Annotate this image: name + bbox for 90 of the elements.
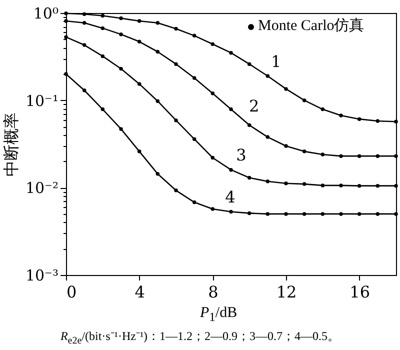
point bbox=[320, 107, 325, 112]
point bbox=[100, 14, 105, 18]
point bbox=[119, 16, 123, 20]
point bbox=[266, 180, 270, 184]
point bbox=[320, 152, 325, 156]
point bbox=[266, 135, 270, 139]
point bbox=[174, 26, 178, 31]
point bbox=[137, 40, 142, 44]
point bbox=[247, 62, 252, 66]
point bbox=[119, 32, 123, 36]
point bbox=[64, 12, 68, 16]
point bbox=[302, 98, 306, 102]
point bbox=[284, 182, 288, 186]
point bbox=[394, 154, 398, 158]
point bbox=[156, 50, 160, 54]
annotation: 4 bbox=[225, 188, 236, 207]
point bbox=[266, 212, 270, 216]
point bbox=[210, 207, 215, 211]
point bbox=[192, 34, 196, 38]
point bbox=[100, 107, 105, 112]
point bbox=[302, 182, 306, 186]
point bbox=[302, 150, 306, 154]
point bbox=[376, 212, 380, 216]
point bbox=[284, 212, 288, 216]
x-tick-label: 12 bbox=[276, 282, 297, 302]
point bbox=[174, 62, 178, 66]
point bbox=[339, 114, 343, 118]
point bbox=[247, 123, 252, 128]
point bbox=[210, 156, 215, 160]
y-tick-label: 10⁻² bbox=[25, 179, 58, 198]
point bbox=[339, 154, 343, 158]
y-tick-label: 10⁻¹ bbox=[25, 92, 58, 110]
point bbox=[192, 76, 196, 80]
x-tick-label: 8 bbox=[208, 282, 218, 302]
point bbox=[82, 21, 86, 25]
annotation: Monte Carlo仿真 bbox=[258, 18, 364, 34]
point bbox=[266, 74, 270, 78]
point bbox=[229, 107, 233, 112]
point bbox=[229, 168, 233, 172]
point bbox=[137, 82, 142, 86]
point bbox=[357, 117, 362, 121]
point bbox=[376, 184, 380, 188]
point bbox=[247, 211, 252, 216]
point bbox=[82, 43, 86, 47]
point bbox=[192, 200, 196, 204]
point bbox=[320, 184, 325, 188]
point bbox=[339, 184, 343, 188]
point bbox=[210, 92, 215, 96]
y-tick-label: 10⁻³ bbox=[25, 266, 58, 284]
point bbox=[357, 154, 362, 158]
x-tick-label: 0 bbox=[66, 282, 77, 302]
point bbox=[247, 176, 252, 180]
point bbox=[284, 87, 288, 91]
point bbox=[156, 172, 160, 176]
annotation: 2 bbox=[249, 96, 260, 116]
point bbox=[156, 21, 160, 25]
text: R$_{e2e}$/(bit·s⁻¹·Hz⁻¹)：1—1.2；2—0.9；3—0.7；4—0.5。 bbox=[59, 328, 341, 348]
point bbox=[394, 212, 398, 216]
point bbox=[156, 99, 160, 103]
point bbox=[210, 42, 215, 46]
point bbox=[339, 212, 343, 216]
point bbox=[100, 26, 105, 30]
point bbox=[82, 88, 86, 92]
point bbox=[357, 184, 362, 188]
point bbox=[119, 66, 123, 71]
point bbox=[119, 127, 123, 131]
point bbox=[394, 120, 398, 124]
point bbox=[320, 212, 325, 216]
point bbox=[229, 50, 233, 55]
point bbox=[302, 212, 306, 216]
annotation: 3 bbox=[236, 146, 246, 165]
point bbox=[229, 210, 233, 214]
point bbox=[376, 119, 380, 123]
point bbox=[284, 144, 288, 148]
point bbox=[137, 150, 142, 154]
point bbox=[174, 118, 178, 122]
annotation: 1 bbox=[271, 52, 282, 72]
point bbox=[357, 212, 362, 216]
y-tick-label: 10⁰ bbox=[33, 4, 58, 22]
point bbox=[137, 19, 142, 23]
point bbox=[376, 154, 380, 158]
point bbox=[394, 184, 398, 188]
point bbox=[192, 137, 196, 141]
point bbox=[82, 12, 86, 16]
x-tick-label: 4 bbox=[134, 282, 145, 302]
point bbox=[100, 54, 105, 58]
y-axis-title: 中断概率 bbox=[1, 112, 20, 176]
point bbox=[174, 188, 178, 192]
x-tick-label: 16 bbox=[350, 282, 370, 302]
x-axis-title: P$_{1}$/dB bbox=[200, 304, 238, 326]
